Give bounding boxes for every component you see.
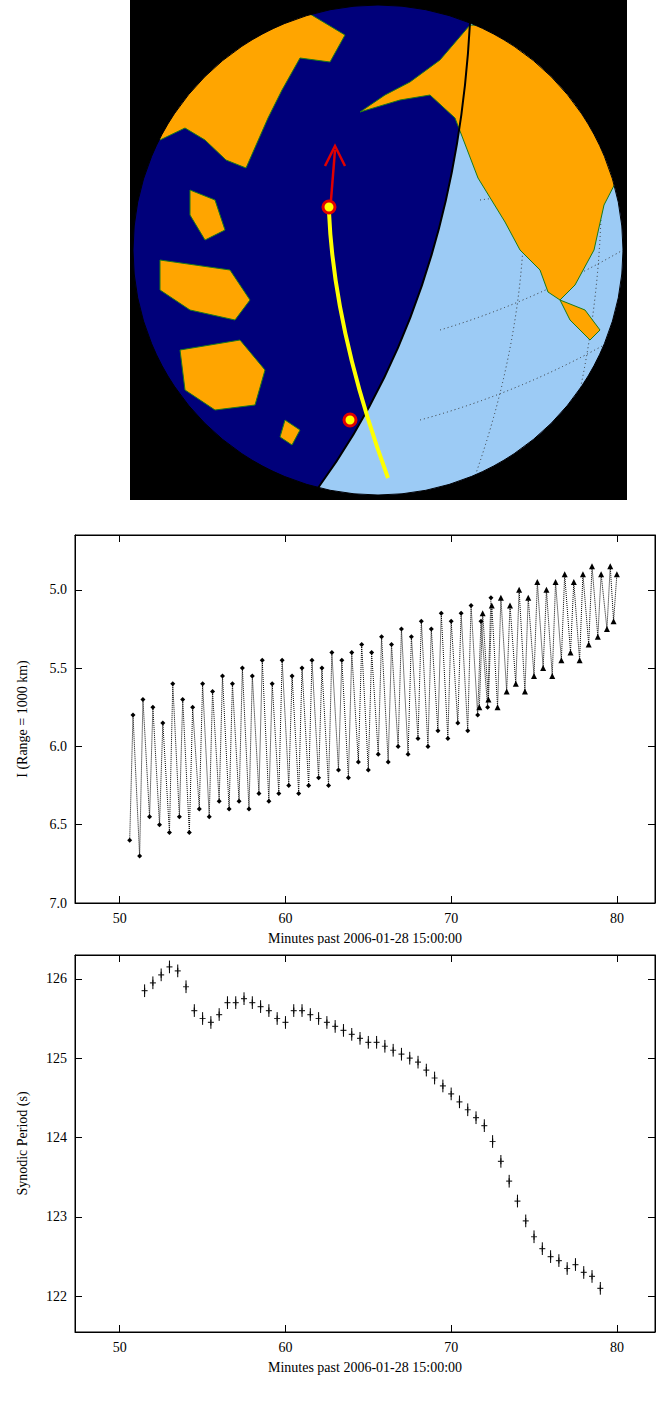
svg-text:6.0: 6.0 [50,739,68,754]
svg-text:Minutes past 2006-01-28 15:00:: Minutes past 2006-01-28 15:00:00 [268,1360,462,1375]
svg-text:60: 60 [278,1340,292,1355]
svg-text:60: 60 [278,911,292,926]
svg-text:123: 123 [46,1209,67,1224]
svg-text:Synodic Period (s): Synodic Period (s) [15,1091,31,1196]
svg-text:70: 70 [444,911,458,926]
svg-text:I (Range = 1000 km): I (Range = 1000 km) [15,660,31,778]
svg-text:122: 122 [46,1289,67,1304]
svg-text:125: 125 [46,1051,67,1066]
svg-text:5.5: 5.5 [50,661,68,676]
svg-text:70: 70 [444,1340,458,1355]
svg-text:126: 126 [46,971,67,986]
svg-text:124: 124 [46,1130,67,1145]
svg-text:6.5: 6.5 [50,817,68,832]
svg-text:80: 80 [610,1340,624,1355]
svg-text:5.0: 5.0 [50,582,68,597]
svg-text:Minutes past 2006-01-28 15:00:: Minutes past 2006-01-28 15:00:00 [268,931,462,946]
svg-text:50: 50 [113,1340,127,1355]
svg-text:50: 50 [113,911,127,926]
svg-text:80: 80 [610,911,624,926]
svg-text:7.0: 7.0 [50,896,68,911]
